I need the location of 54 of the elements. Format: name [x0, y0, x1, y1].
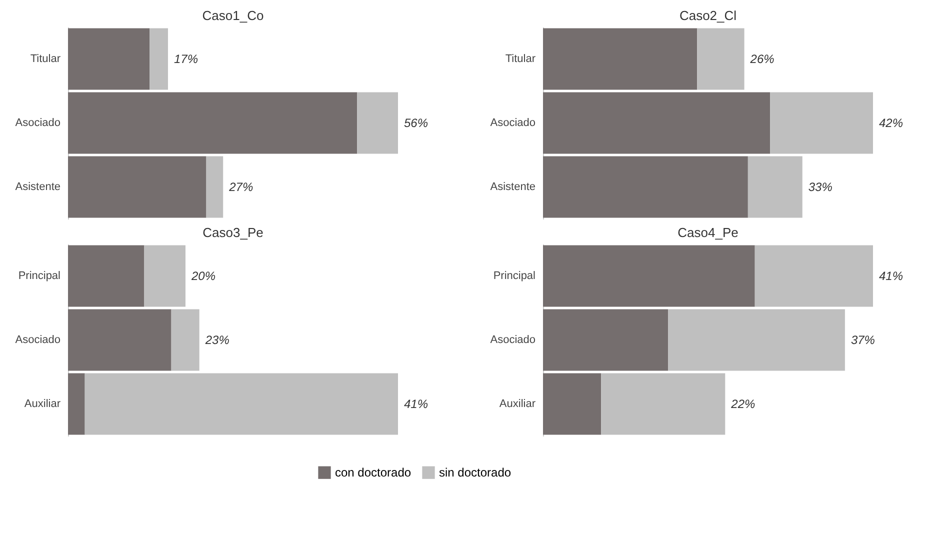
bar [668, 309, 845, 371]
annotation: 41% [879, 269, 904, 283]
annotation: 27% [228, 180, 254, 194]
y-tick-label: Titular [30, 53, 61, 65]
bar [543, 245, 755, 307]
y-tick-label: Asociado [15, 117, 60, 129]
bar [84, 373, 398, 435]
chart-title: Caso4_Pe [678, 225, 738, 240]
legend-label: con doctorado [335, 466, 412, 480]
y-tick-label: Asistente [15, 181, 60, 193]
y-tick-label: Asociado [490, 117, 536, 129]
bar [697, 28, 744, 90]
bar [68, 373, 85, 435]
bar [68, 92, 358, 154]
y-tick-label: Asociado [490, 334, 536, 346]
bar [68, 309, 172, 371]
y-tick-label: Titular [505, 53, 536, 65]
annotation: 20% [190, 269, 216, 283]
annotation: 56% [404, 116, 428, 130]
bar [543, 92, 770, 154]
bar [754, 245, 873, 307]
chart-title: Caso2_Cl [679, 8, 737, 23]
chart-title: Caso3_Pe [202, 225, 264, 240]
bar [543, 28, 698, 90]
y-tick-label: Asociado [15, 334, 60, 346]
y-tick-label: Principal [493, 270, 536, 282]
bar [543, 156, 748, 218]
y-tick-label: Asistente [490, 181, 536, 193]
bar [68, 245, 144, 307]
annotation: 37% [850, 333, 876, 347]
bar [171, 309, 200, 371]
y-tick-label: Principal [18, 270, 60, 282]
bar [357, 92, 398, 154]
bar [770, 92, 873, 154]
bar [543, 309, 668, 371]
bar [601, 373, 726, 435]
bar [68, 156, 206, 218]
bar [543, 373, 602, 435]
annotation: 22% [730, 397, 756, 411]
bar [748, 156, 802, 218]
legend-label: sin doctorado [439, 466, 512, 480]
bar [150, 28, 168, 90]
annotation: 26% [749, 52, 775, 66]
y-tick-label: Auxiliar [499, 398, 536, 410]
annotation: 42% [879, 116, 904, 130]
bar [144, 245, 186, 307]
annotation: 17% [174, 52, 198, 66]
chart-title: Caso1_Co [202, 8, 264, 23]
annotation: 33% [808, 180, 833, 194]
bar [68, 28, 150, 90]
bar [206, 156, 224, 218]
y-tick-label: Auxiliar [24, 398, 61, 410]
annotation: 41% [404, 397, 428, 411]
annotation: 23% [204, 333, 230, 347]
